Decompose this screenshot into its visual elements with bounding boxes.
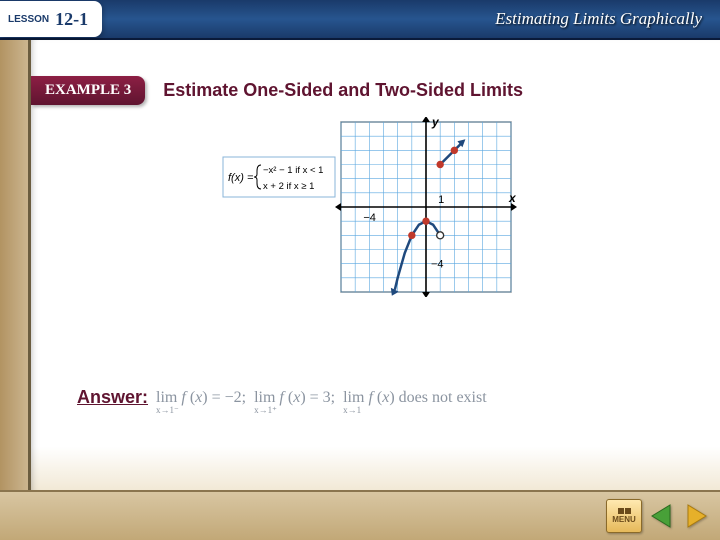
svg-text:−4: −4 <box>363 212 376 224</box>
bottombar: MENU <box>0 490 720 540</box>
main-area: EXAMPLE 3 Estimate One-Sided and Two-Sid… <box>28 40 720 492</box>
lesson-label: LESSON <box>8 14 49 25</box>
answer-row: Answer: lim f (x) = −2;x→1⁻ lim f (x) = … <box>77 387 720 408</box>
arrow-left-icon <box>650 503 674 529</box>
example-header: EXAMPLE 3 Estimate One-Sided and Two-Sid… <box>31 76 720 105</box>
prev-button[interactable] <box>648 502 676 530</box>
topbar-title: Estimating Limits Graphically <box>495 9 702 29</box>
lesson-number: 12-1 <box>55 9 88 30</box>
svg-text:x + 2 if x ≥ 1: x + 2 if x ≥ 1 <box>263 181 314 192</box>
menu-label: MENU <box>612 515 636 524</box>
next-button[interactable] <box>682 502 710 530</box>
menu-square-icon <box>618 508 624 514</box>
graph-svg: y x −4 −4 1 f(x) = −x² − 1 if x < 1 x + 2 if x … <box>221 117 531 297</box>
svg-text:1: 1 <box>438 194 444 206</box>
left-rail <box>0 40 28 492</box>
svg-text:y: y <box>431 117 440 129</box>
example-title: Estimate One-Sided and Two-Sided Limits <box>163 80 523 101</box>
svg-text:−x² − 1 if x < 1: −x² − 1 if x < 1 <box>263 165 323 176</box>
menu-square-icon <box>625 508 631 514</box>
lesson-tab: LESSON 12-1 <box>0 1 102 37</box>
topbar: LESSON 12-1 Estimating Limits Graphicall… <box>0 0 720 40</box>
svg-text:−4: −4 <box>431 259 444 271</box>
example-badge: EXAMPLE 3 <box>31 76 145 105</box>
svg-text:x: x <box>508 191 517 205</box>
svg-text:f(x) =: f(x) = <box>228 172 254 184</box>
answer-math: lim f (x) = −2;x→1⁻ lim f (x) = 3;x→1⁺ l… <box>156 389 491 407</box>
graph-container: y x −4 −4 1 f(x) = −x² − 1 if x < 1 x + 2 if x … <box>31 117 720 297</box>
menu-button[interactable]: MENU <box>606 499 642 533</box>
answer-label: Answer: <box>77 387 148 408</box>
arrow-right-icon <box>684 503 708 529</box>
